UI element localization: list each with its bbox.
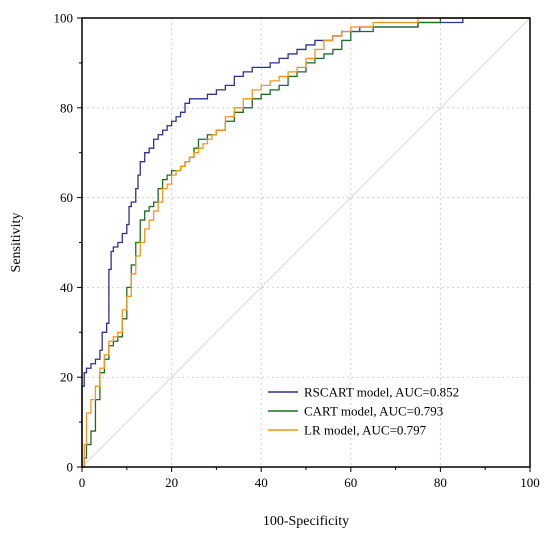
series-line-1 [81, 17, 530, 467]
axis-ticks: 0 20 40 60 80 100 0 20 40 60 80 100 [54, 11, 540, 491]
legend-label-3: LR model, AUC=0.797 [304, 423, 427, 438]
legend-label-2: CART model, AUC=0.793 [304, 404, 443, 419]
x-tick-label: 60 [344, 475, 357, 490]
series-line-3 [82, 17, 530, 468]
y-tick-label: 100 [54, 11, 74, 26]
x-tick-label: 40 [255, 475, 268, 490]
x-tick-label: 20 [165, 475, 178, 490]
y-tick-label: 20 [60, 370, 73, 385]
y-tick-label: 40 [60, 280, 73, 295]
y-tick-label: 0 [67, 460, 74, 475]
reference-diagonal [81, 17, 531, 468]
x-tick-label: 100 [520, 475, 540, 490]
x-tick-label: 0 [79, 475, 86, 490]
legend: RSCART model, AUC=0.852 CART model, AUC=0… [268, 385, 459, 438]
y-tick-label: 60 [60, 190, 73, 205]
legend-label-1: RSCART model, AUC=0.852 [304, 385, 459, 400]
y-tick-label: 80 [60, 100, 73, 115]
x-tick-label: 80 [434, 475, 447, 490]
x-axis-title: 100-Specificity [263, 514, 349, 529]
y-axis-title: Sensitivity [9, 213, 24, 273]
series-group [81, 17, 530, 468]
